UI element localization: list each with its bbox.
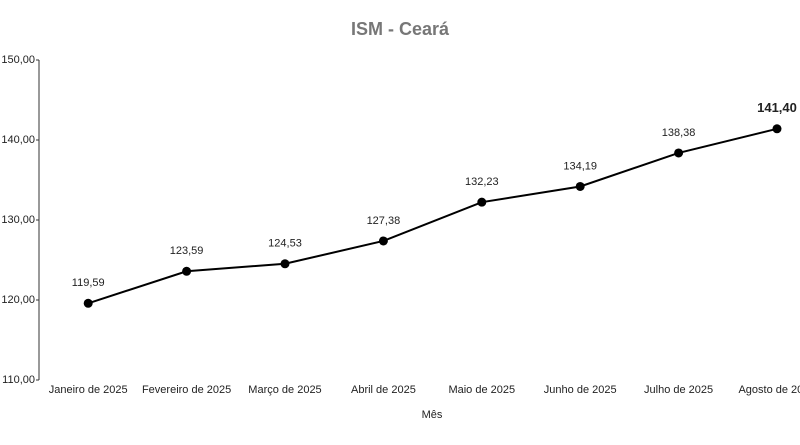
point (575, 181, 585, 191)
x-tick-label: Janeiro de 2025 (49, 384, 128, 396)
data-label: 127,38 (367, 215, 401, 227)
y-tick-label: 110,00 (2, 374, 35, 386)
y-tick-label: 130,00 (1, 214, 35, 226)
x-tick-label: Agosto de 2025 (738, 384, 800, 396)
point (182, 266, 192, 276)
data-label: 132,23 (465, 176, 499, 188)
point (280, 259, 290, 269)
point (477, 197, 487, 207)
data-label: 124,53 (268, 238, 302, 250)
x-tick-label: Maio de 2025 (448, 384, 515, 396)
point (772, 124, 782, 134)
x-tick-label: Março de 2025 (248, 384, 321, 396)
data-label: 123,59 (170, 245, 204, 257)
y-tick-label: 120,00 (1, 294, 35, 306)
x-tick-label: Fevereiro de 2025 (142, 384, 231, 396)
x-tick-label: Junho de 2025 (544, 384, 617, 396)
x-tick-label: Julho de 2025 (644, 384, 713, 396)
data-label: 119,59 (72, 277, 105, 289)
data-label: 141,40 (757, 100, 797, 115)
x-tick-label: Abril de 2025 (351, 384, 416, 396)
chart-title: ISM - Ceará (351, 19, 450, 39)
y-tick-label: 150,00 (1, 54, 35, 66)
data-label: 138,38 (662, 127, 696, 139)
x-axis-label: Mês (422, 409, 443, 421)
y-tick-label: 140,00 (1, 134, 35, 146)
point (83, 298, 93, 308)
point (378, 236, 388, 246)
data-label: 134,19 (563, 160, 597, 172)
point (674, 148, 684, 158)
line (87, 127, 778, 305)
